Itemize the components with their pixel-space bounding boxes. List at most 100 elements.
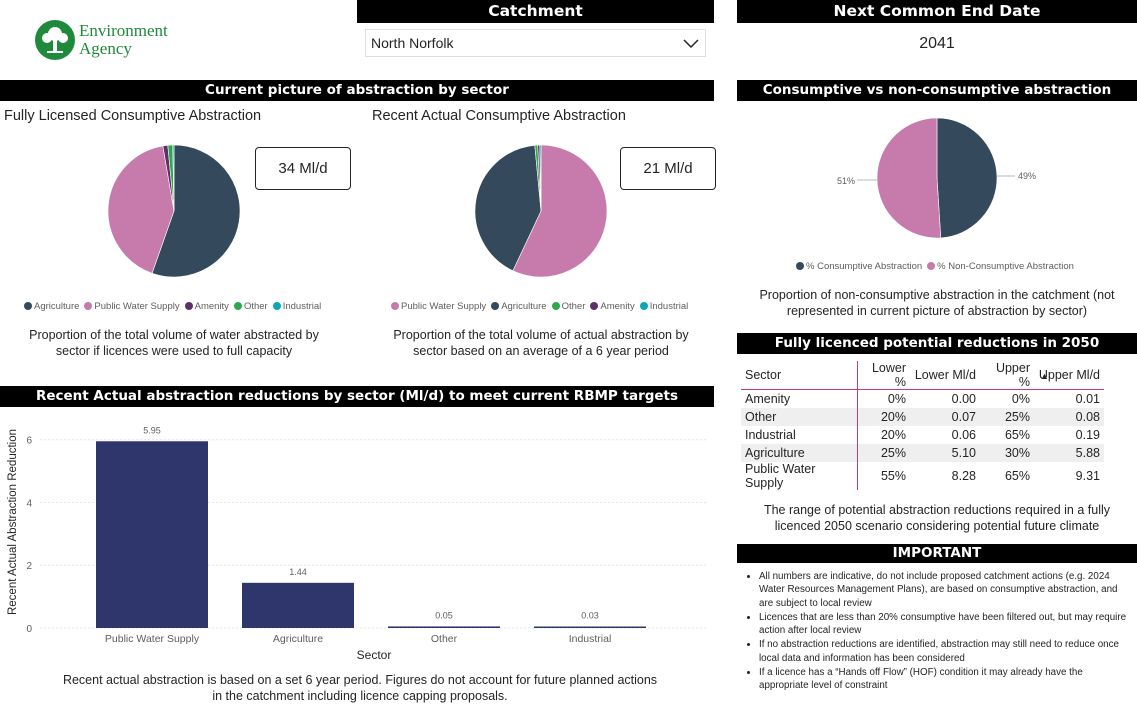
note-item: All numbers are indicative, do not inclu… <box>759 570 1129 610</box>
logo-text-line1: Environment <box>79 21 168 40</box>
y-tick-label: 2 <box>26 561 32 572</box>
legend-label: Other <box>243 301 268 312</box>
legend-dot-icon <box>391 302 399 310</box>
legend-label: Amenity <box>194 301 229 312</box>
table-row: Industrial 20% 0.06 65% 0.19 <box>741 426 1104 444</box>
end-date-header: Next Common End Date <box>737 0 1137 23</box>
bar-value-label: 0.05 <box>435 610 453 620</box>
reductions-section-header: Recent Actual abstraction reductions by … <box>0 386 714 407</box>
x-tick-label: Agriculture <box>273 633 323 645</box>
consumptive-caption: Proportion of non-consumptive abstractio… <box>759 288 1115 318</box>
y-tick-label: 4 <box>26 498 32 509</box>
potential-caption: The range of potential abstraction reduc… <box>763 503 1111 533</box>
col-header-upper-mld[interactable]: ▲ Upper Ml/d <box>1034 361 1104 390</box>
pie-slice-consumptive-abstraction[interactable] <box>936 117 998 239</box>
col-header-lower-mld[interactable]: Lower Ml/d <box>910 361 980 390</box>
legend-dot-icon <box>796 262 804 270</box>
reductions-caption: Recent actual abstraction is based on a … <box>62 673 658 703</box>
actual-kpi-card: 21 Ml/d <box>620 147 716 190</box>
environment-agency-logo: Environment Agency <box>34 19 184 63</box>
legend-item-consumptive-abstraction[interactable]: % Consumptive Abstraction <box>796 261 922 272</box>
bar-other[interactable] <box>388 626 500 628</box>
potential-reductions-table-wrap: Sector Lower % Lower Ml/d Upper % ▲ Upper… <box>741 361 1107 490</box>
licensed-pie-chart <box>107 144 241 278</box>
y-tick-label: 6 <box>26 436 32 447</box>
x-axis-title: Sector <box>357 648 392 662</box>
pie-slice-public-water-supply[interactable] <box>107 145 175 274</box>
legend-item-public-water-supply[interactable]: Public Water Supply <box>84 301 180 312</box>
table-row: Public Water Supply 55% 8.28 65% 9.31 <box>741 462 1104 490</box>
logo-text-line2: Agency <box>79 39 132 58</box>
sector-section-header: Current picture of abstraction by sector <box>0 80 714 101</box>
legend-dot-icon <box>272 302 281 310</box>
note-item: Licences that are less than 20% consumpt… <box>759 611 1129 638</box>
bar-agriculture[interactable] <box>242 582 354 628</box>
actual-caption: Proportion of the total volume of actual… <box>393 328 689 358</box>
legend-item-amenity[interactable]: Amenity <box>590 301 635 312</box>
legend-label: Industrial <box>649 301 689 312</box>
legend-dot-icon <box>233 302 242 310</box>
legend-item-amenity[interactable]: Amenity <box>184 301 229 312</box>
licensed-caption: Proportion of the total volume of water … <box>29 328 319 358</box>
legend-label: Other <box>561 301 586 312</box>
legend-dot-icon <box>590 302 599 310</box>
catchment-header: Catchment <box>357 0 714 23</box>
bar-value-label: 1.44 <box>289 567 307 577</box>
important-header: IMPORTANT <box>737 544 1137 563</box>
consumptive-header: Consumptive vs non-consumptive abstracti… <box>737 80 1137 101</box>
legend-item-agriculture[interactable]: Agriculture <box>24 301 79 312</box>
legend-item-industrial[interactable]: Industrial <box>639 301 689 312</box>
col-header-sector[interactable]: Sector <box>741 361 858 390</box>
pie-slice-industrial[interactable] <box>539 144 542 212</box>
pie-data-label: 51% <box>837 176 855 186</box>
table-header-row: Sector Lower % Lower Ml/d Upper % ▲ Upper… <box>741 361 1104 390</box>
col-header-lower-pct[interactable]: Lower % <box>857 361 910 390</box>
catchment-selected-value: North Norfolk <box>371 35 454 51</box>
legend-label: Amenity <box>600 301 635 312</box>
end-date-value: 2041 <box>919 35 955 52</box>
bar-industrial[interactable] <box>534 626 646 629</box>
licensed-legend: Agriculture Public Water Supply Amenity Oth… <box>24 301 326 312</box>
legend-label: % Non-Consumptive Abstraction <box>937 261 1074 272</box>
catchment-dropdown[interactable]: North Norfolk <box>365 29 706 57</box>
legend-item-industrial[interactable]: Industrial <box>272 301 322 312</box>
table-row: Amenity 0% 0.00 0% 0.01 <box>741 389 1104 408</box>
x-tick-label: Other <box>431 633 458 645</box>
pie-data-label: 49% <box>1018 171 1036 181</box>
bar-value-label: 5.95 <box>143 425 161 435</box>
legend-dot-icon <box>927 262 936 270</box>
legend-dot-icon <box>491 302 500 310</box>
col-header-upper-pct[interactable]: Upper % <box>980 361 1034 390</box>
pie-slice-industrial[interactable] <box>172 144 175 212</box>
legend-item-public-water-supply[interactable]: Public Water Supply <box>391 301 486 312</box>
legend-dot-icon <box>551 302 560 310</box>
actual-pie-chart <box>474 144 608 278</box>
legend-label: Public Water Supply <box>94 301 180 312</box>
consumptive-pie-chart: 51% 49% <box>837 117 1036 239</box>
legend-item-non-consumptive-abstraction[interactable]: % Non-Consumptive Abstraction <box>927 261 1074 272</box>
licensed-chart-title: Fully Licensed Consumptive Abstraction <box>4 108 262 124</box>
legend-label: Industrial <box>282 301 322 312</box>
x-tick-label: Industrial <box>569 633 612 645</box>
chevron-down-icon <box>683 39 699 49</box>
pie-slice-agriculture[interactable] <box>474 144 542 272</box>
note-item: If a licence has a “Hands off Flow” (HOF… <box>759 666 1129 693</box>
tree-logo-icon <box>35 20 75 60</box>
y-tick-label: 0 <box>26 624 32 635</box>
y-axis-title: Recent Actual Abstraction Reduction <box>7 429 19 615</box>
potential-reductions-header: Fully licenced potential reductions in 2… <box>737 333 1137 354</box>
legend-item-other[interactable]: Other <box>233 301 268 312</box>
legend-dot-icon <box>24 302 32 310</box>
bar-public-water-supply[interactable] <box>96 441 208 628</box>
actual-chart-title: Recent Actual Consumptive Abstraction <box>372 108 626 124</box>
sort-ascending-icon: ▲ <box>1040 371 1049 381</box>
legend-item-other[interactable]: Other <box>551 301 586 312</box>
potential-reductions-table: Sector Lower % Lower Ml/d Upper % ▲ Upper… <box>741 361 1104 490</box>
pie-slice-public-water-supply[interactable] <box>512 144 608 278</box>
legend-item-agriculture[interactable]: Agriculture <box>491 301 547 312</box>
actual-legend: Public Water Supply Agriculture Other Ameni… <box>391 301 693 312</box>
pie-slice-non-consumptive-abstraction[interactable] <box>876 117 942 239</box>
x-tick-label: Public Water Supply <box>105 633 200 645</box>
legend-label: Public Water Supply <box>401 301 487 312</box>
legend-dot-icon <box>184 302 193 310</box>
